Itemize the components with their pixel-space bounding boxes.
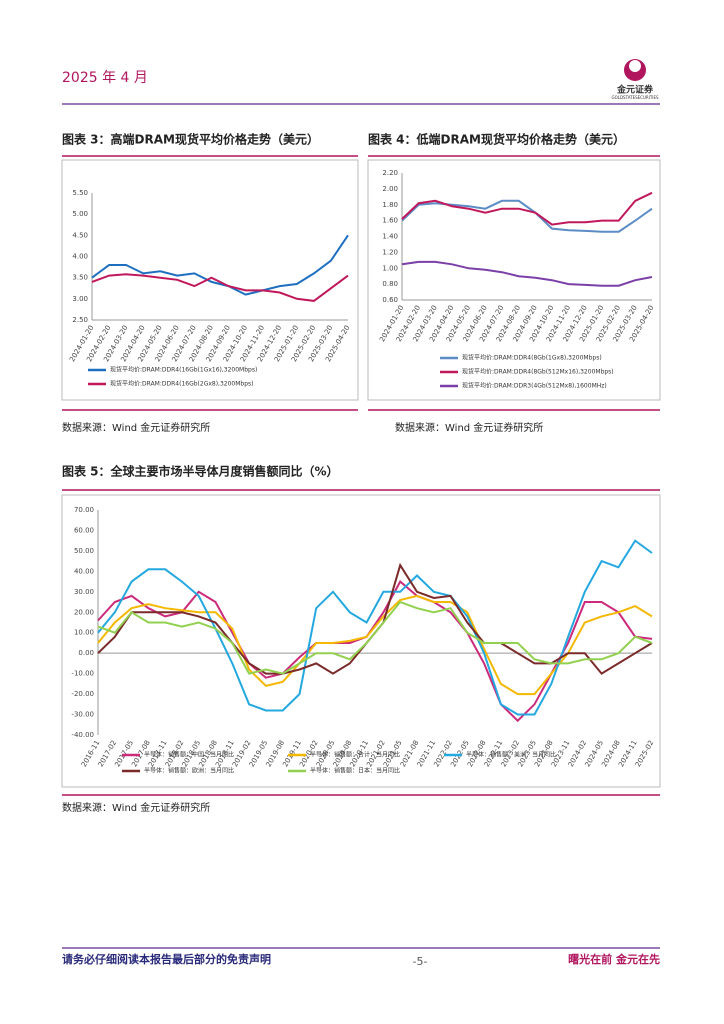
y-tick-label: 1.40 — [382, 233, 398, 241]
disclaimer: 请务必仔细阅读本报告最后部分的免责声明 — [62, 952, 271, 966]
y-tick-label: 40.00 — [74, 567, 94, 575]
y-tick-label: -10.00 — [71, 670, 94, 678]
y-tick-label: 5.50 — [72, 189, 88, 197]
legend-label: 现货平均价:DRAM:DDR4(16Gb(2Gx8),3200Mbps) — [110, 380, 254, 388]
chart-frame — [61, 494, 661, 788]
y-tick-label: -30.00 — [71, 711, 94, 719]
series-line — [401, 191, 653, 226]
date: 2025 年 4 月 — [62, 70, 148, 86]
y-tick-label: 0.80 — [382, 280, 398, 288]
y-tick-label: 2.20 — [382, 169, 398, 177]
y-tick-label: 1.60 — [382, 217, 398, 225]
series-line — [91, 273, 349, 302]
y-tick-label: 4.00 — [72, 253, 88, 261]
legend-label: 半导体：销售额：美洲：当月同比 — [466, 751, 556, 759]
y-tick-label: 30.00 — [74, 588, 94, 596]
legend-label: 半导体：销售额：合计：当月同比 — [310, 751, 400, 759]
chart-frame — [367, 159, 661, 401]
series-line — [97, 539, 653, 716]
y-tick-label: 70.00 — [74, 506, 94, 514]
y-tick-label: 2.50 — [72, 316, 88, 324]
y-tick-label: 3.00 — [72, 295, 88, 303]
y-tick-label: 1.80 — [382, 201, 398, 209]
series-line — [401, 199, 653, 233]
series-line — [401, 260, 653, 287]
figure-title: 图表 5：全球主要市场半导体月度销售额同比（%） — [62, 464, 339, 479]
logo-cn: 金元证券 — [616, 84, 654, 96]
legend-label: 现货平均价:DRAM:DDR4(8Gb(1Gx8),3200Mbps) — [462, 354, 602, 362]
legend-label: 现货平均价:DRAM:DDR3(4Gb(512Mx8),1600MHz) — [462, 382, 607, 390]
y-tick-label: 10.00 — [74, 629, 94, 637]
legend-label: 现货平均价:DRAM:DDR4(16Gb(1Gx16),3200Mbps) — [110, 366, 257, 374]
y-tick-label: 20.00 — [74, 608, 94, 616]
page-number: -5- — [413, 955, 428, 968]
legend-label: 半导体：销售额：中国：当月同比 — [144, 751, 234, 759]
series-line — [91, 234, 349, 296]
series-line — [97, 594, 653, 696]
logo-icon-inner — [629, 60, 641, 72]
legend-label: 半导体：销售额：欧洲：当月同比 — [144, 767, 234, 775]
logo-en: GOLDSTATESECURITIES — [611, 95, 659, 100]
y-tick-label: 1.20 — [382, 248, 398, 256]
chart-frame — [61, 159, 359, 401]
y-tick-label: 3.50 — [72, 274, 88, 282]
series-line — [97, 600, 653, 675]
y-tick-label: 2.00 — [382, 185, 398, 193]
figure-title: 图表 4：低端DRAM现货平均价格走势（美元） — [368, 132, 625, 147]
y-tick-label: 50.00 — [74, 547, 94, 555]
legend-label: 现货平均价:DRAM:DDR4(8Gb(512Mx16),3200Mbps) — [462, 368, 614, 376]
source: 数据来源：Wind 金元证券研究所 — [395, 421, 543, 434]
source: 数据来源：Wind 金元证券研究所 — [62, 421, 210, 434]
source: 数据来源：Wind 金元证券研究所 — [62, 801, 210, 814]
y-tick-label: 0.00 — [78, 649, 94, 657]
y-tick-label: 0.60 — [382, 296, 398, 304]
y-tick-label: 1.00 — [382, 264, 398, 272]
y-tick-label: -40.00 — [71, 731, 94, 739]
slogan: 曙光在前 金元在先 — [568, 952, 660, 966]
legend-label: 半导体：销售额：日本：当月同比 — [310, 767, 400, 775]
y-tick-label: 60.00 — [74, 526, 94, 534]
figure-title: 图表 3：高端DRAM现货平均价格走势（美元） — [62, 132, 319, 147]
y-tick-label: 5.00 — [72, 210, 88, 218]
y-tick-label: 4.50 — [72, 231, 88, 239]
y-tick-label: -20.00 — [71, 690, 94, 698]
